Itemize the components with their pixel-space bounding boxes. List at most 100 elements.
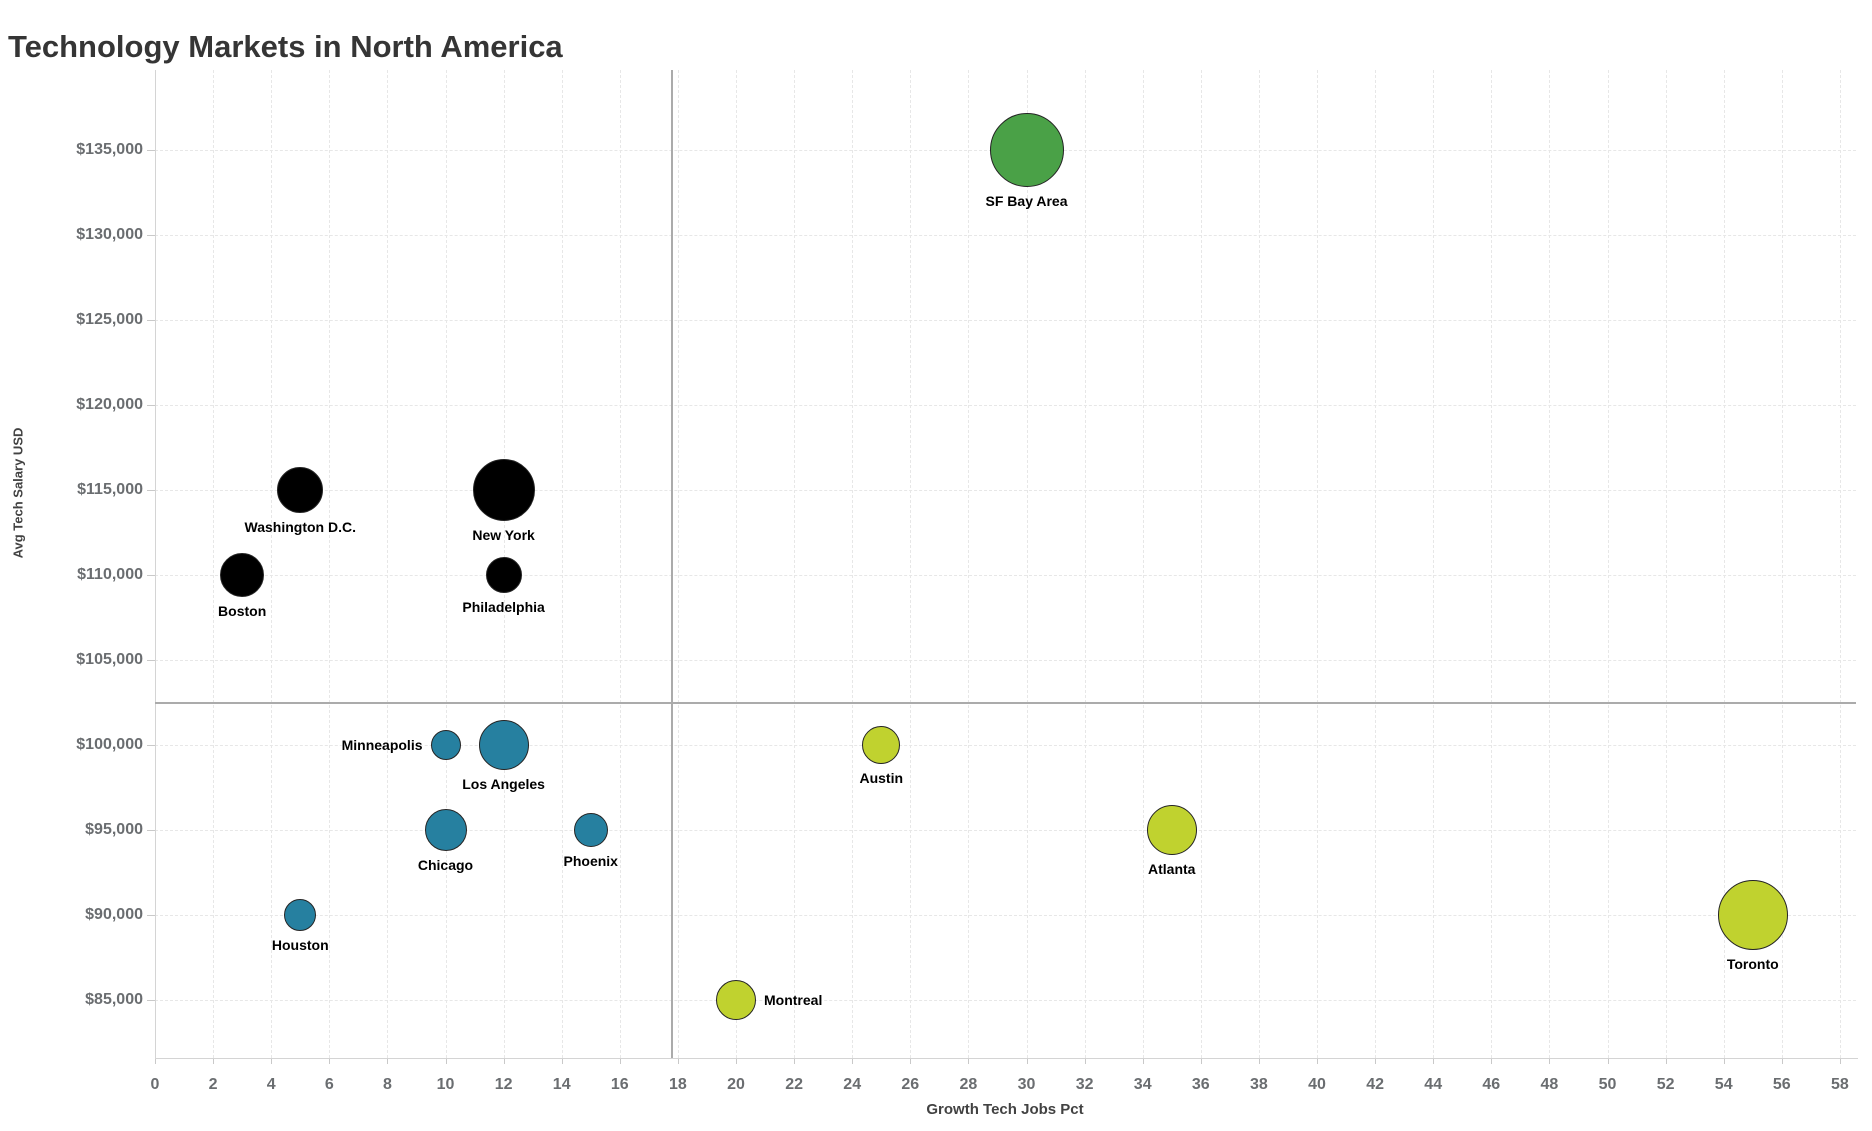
- x-tick-label-52: 52: [1656, 1076, 1675, 1093]
- x-gridline-4: [271, 70, 273, 1058]
- x-tick-mark-6: [329, 1059, 331, 1064]
- x-tick-mark-30: [1026, 1059, 1028, 1064]
- bubble-philadelphia[interactable]: [485, 557, 522, 593]
- x-gridline-40: [1317, 70, 1318, 1058]
- x-tick-mark-10: [445, 1059, 447, 1064]
- x-tick-label-10: 10: [436, 1076, 455, 1093]
- y-gridline-110000: [155, 575, 1856, 576]
- y-tick-label-125000: $125,000: [76, 311, 143, 328]
- y-tick-mark-120000: [147, 405, 155, 406]
- x-gridline-32: [1084, 70, 1086, 1058]
- bubble-austin[interactable]: [862, 726, 901, 764]
- x-tick-mark-14: [561, 1059, 563, 1064]
- x-gridline-46: [1491, 70, 1493, 1058]
- x-gridline-6: [329, 70, 331, 1058]
- y-tick-mark-110000: [147, 575, 155, 576]
- bubble-washington-d-c[interactable]: [277, 467, 324, 513]
- bubble-sf-bay-area[interactable]: [989, 113, 1064, 187]
- x-gridline-26: [910, 70, 912, 1058]
- y-gridline-100000: [155, 745, 1856, 746]
- chart-title: Technology Markets in North America: [8, 28, 563, 64]
- bubble-los-angeles[interactable]: [478, 720, 529, 770]
- x-gridline-34: [1142, 70, 1144, 1058]
- x-tick-label-42: 42: [1366, 1076, 1384, 1093]
- label-sf-bay-area: SF Bay Area: [985, 193, 1068, 209]
- x-gridline-44: [1433, 70, 1435, 1058]
- x-axis-line: [155, 1058, 1858, 1059]
- x-gridline-18: [677, 70, 679, 1058]
- bubble-phoenix[interactable]: [573, 813, 608, 847]
- y-axis-line: [155, 70, 156, 1058]
- x-tick-label-26: 26: [901, 1076, 920, 1093]
- x-tick-label-32: 32: [1075, 1076, 1094, 1093]
- x-gridline-10: [445, 70, 447, 1058]
- x-tick-mark-50: [1607, 1059, 1609, 1064]
- horizontal-reference-line: [155, 701, 1856, 704]
- y-gridline-115000: [155, 490, 1856, 491]
- x-tick-mark-48: [1549, 1059, 1551, 1064]
- x-gridline-20: [736, 70, 737, 1058]
- bubble-new-york[interactable]: [472, 459, 535, 521]
- x-gridline-8: [387, 70, 389, 1058]
- y-tick-label-135000: $135,000: [76, 141, 143, 158]
- x-tick-mark-28: [968, 1059, 970, 1064]
- y-gridline-90000: [155, 915, 1856, 916]
- bubble-boston[interactable]: [220, 553, 265, 597]
- x-tick-label-44: 44: [1424, 1076, 1443, 1093]
- x-tick-mark-32: [1084, 1059, 1086, 1064]
- x-tick-mark-26: [910, 1059, 912, 1064]
- x-tick-mark-58: [1839, 1059, 1841, 1064]
- x-gridline-14: [561, 70, 563, 1058]
- label-montreal: Montreal: [764, 992, 823, 1008]
- label-chicago: Chicago: [417, 857, 474, 873]
- x-tick-label-46: 46: [1482, 1076, 1501, 1093]
- x-tick-label-36: 36: [1191, 1076, 1210, 1093]
- x-tick-mark-52: [1665, 1059, 1667, 1064]
- bubble-minneapolis[interactable]: [430, 730, 461, 760]
- x-tick-mark-56: [1781, 1059, 1783, 1064]
- bubble-houston[interactable]: [284, 899, 317, 931]
- x-tick-mark-18: [677, 1059, 679, 1064]
- bubble-montreal[interactable]: [716, 980, 756, 1020]
- y-tick-mark-135000: [147, 150, 155, 151]
- x-tick-mark-4: [271, 1059, 273, 1064]
- x-gridline-58: [1839, 70, 1841, 1058]
- x-tick-label-28: 28: [959, 1076, 978, 1093]
- label-washington-d-c: Washington D.C.: [244, 519, 356, 535]
- bubble-atlanta[interactable]: [1146, 805, 1197, 855]
- x-tick-mark-20: [736, 1059, 737, 1064]
- x-gridline-52: [1665, 70, 1667, 1058]
- bubble-toronto[interactable]: [1717, 880, 1788, 950]
- x-gridline-36: [1200, 70, 1202, 1058]
- x-gridline-42: [1375, 70, 1377, 1058]
- y-tick-mark-125000: [147, 320, 155, 321]
- x-tick-mark-40: [1317, 1059, 1318, 1064]
- y-tick-label-95000: $95,000: [85, 821, 143, 838]
- x-gridline-38: [1258, 70, 1260, 1058]
- label-new-york: New York: [472, 527, 535, 543]
- x-gridline-16: [619, 70, 621, 1058]
- x-tick-label-40: 40: [1308, 1076, 1326, 1093]
- vertical-reference-line: [671, 70, 674, 1058]
- y-gridline-125000: [155, 320, 1856, 321]
- x-tick-mark-46: [1491, 1059, 1493, 1064]
- x-tick-label-4: 4: [266, 1076, 276, 1093]
- x-tick-label-50: 50: [1598, 1076, 1617, 1093]
- x-tick-label-18: 18: [668, 1076, 687, 1093]
- y-gridline-95000: [155, 830, 1856, 831]
- label-minneapolis: Minneapolis: [341, 737, 423, 753]
- x-tick-mark-34: [1142, 1059, 1144, 1064]
- x-gridline-22: [794, 70, 796, 1058]
- x-tick-label-22: 22: [785, 1076, 803, 1093]
- label-houston: Houston: [271, 937, 329, 953]
- y-gridline-105000: [155, 660, 1856, 661]
- bubble-chicago[interactable]: [424, 809, 467, 851]
- y-tick-mark-130000: [147, 235, 155, 236]
- x-tick-label-38: 38: [1249, 1076, 1268, 1093]
- y-gridline-85000: [155, 1000, 1856, 1001]
- label-phoenix: Phoenix: [563, 853, 618, 869]
- x-tick-label-12: 12: [494, 1076, 513, 1093]
- y-tick-label-100000: $100,000: [76, 736, 143, 753]
- y-tick-label-120000: $120,000: [76, 396, 143, 413]
- y-tick-mark-115000: [147, 490, 155, 491]
